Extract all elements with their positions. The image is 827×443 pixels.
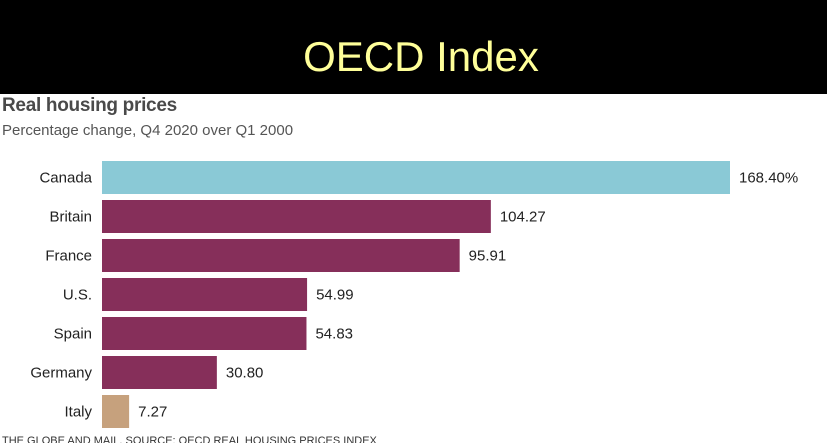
category-label-spain: Spain (54, 326, 92, 343)
chart-title: Real housing prices (2, 95, 177, 116)
slide-banner: OECD Index (0, 0, 827, 94)
source-strip: THE GLOBE AND MAIL, SOURCE: OECD REAL HO… (0, 434, 827, 443)
bar-britain (102, 200, 491, 233)
value-label-u-s: 54.99 (316, 287, 354, 304)
bar-france (102, 239, 460, 272)
value-label-britain: 104.27 (500, 209, 546, 226)
category-label-france: France (45, 248, 92, 265)
bar-canada (102, 161, 730, 194)
category-label-u-s: U.S. (63, 287, 92, 304)
bar-italy (102, 395, 130, 428)
value-label-italy: 7.27 (138, 404, 167, 421)
value-label-germany: 30.80 (226, 365, 264, 382)
source-text: THE GLOBE AND MAIL, SOURCE: OECD REAL HO… (2, 435, 377, 443)
category-label-germany: Germany (30, 365, 92, 382)
category-label-canada: Canada (39, 170, 92, 187)
value-label-france: 95.91 (469, 248, 507, 265)
bar-spain (102, 317, 307, 350)
bar-chart: Canada 168.40% Britain 104.27 France 95.91 U.S… (30, 161, 798, 428)
category-label-britain: Britain (49, 209, 92, 226)
category-label-italy: Italy (64, 404, 92, 421)
bar-germany (102, 356, 217, 389)
chart-panel: Real housing prices Percentage change, Q… (0, 94, 827, 443)
chart-subtitle: Percentage change, Q4 2020 over Q1 2000 (2, 122, 294, 139)
value-label-canada: 168.40% (739, 170, 798, 187)
value-label-spain: 54.83 (315, 326, 353, 343)
bar-u-s (102, 278, 308, 311)
slide-title: OECD Index (303, 33, 539, 80)
